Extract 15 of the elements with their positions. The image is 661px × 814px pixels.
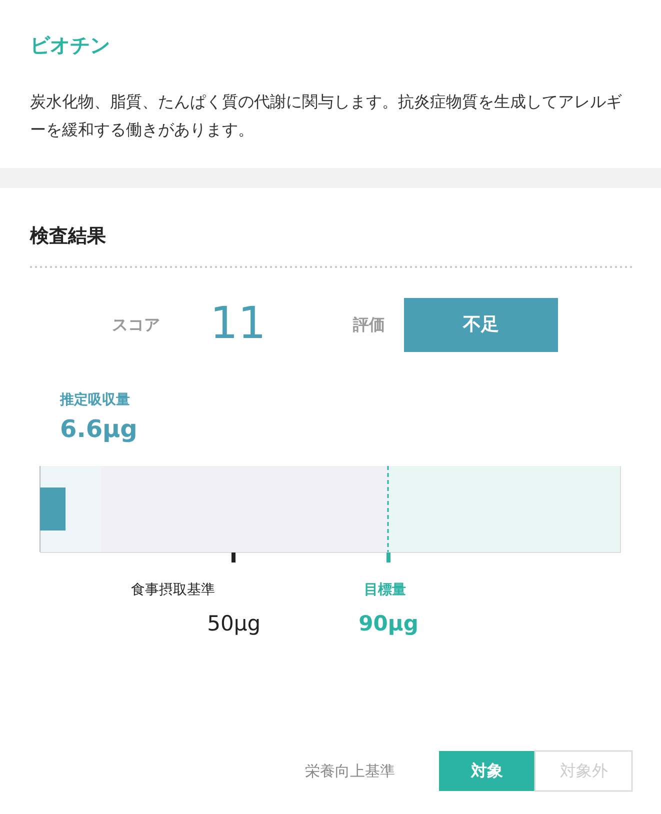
text: 検査結果 xyxy=(29,225,107,247)
text: 食事摂取基準 xyxy=(131,582,215,598)
text: 評価 xyxy=(352,315,385,334)
text: 不足 xyxy=(462,314,499,335)
text: 対象 xyxy=(470,761,503,780)
text: スコア xyxy=(112,315,160,334)
x-tick-label: 90μg xyxy=(358,612,418,636)
chart-subtitle: 炭水化物、脂質、たんぱく質の代謝に関与します。抗炎症物質を生成してアレルギーを緩和する働きがあります。 xyxy=(30,92,622,139)
ref-line-label: 目標量 xyxy=(364,582,406,598)
text: 6.6μg xyxy=(60,415,138,443)
x-tick-label: 50μg xyxy=(207,612,261,636)
text: 栄養向上基準 xyxy=(305,762,395,780)
text: 推定吸収量 xyxy=(59,391,130,408)
chart-title: ビオチン xyxy=(30,33,110,57)
text: 11 xyxy=(210,298,266,349)
